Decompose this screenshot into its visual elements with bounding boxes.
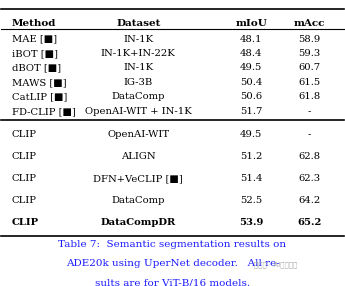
Text: 48.1: 48.1	[240, 35, 263, 43]
Text: CLIP: CLIP	[12, 174, 37, 183]
Text: dBOT [■]: dBOT [■]	[12, 63, 61, 72]
Text: 53.9: 53.9	[239, 218, 263, 227]
Text: MAE [■]: MAE [■]	[12, 35, 57, 43]
Text: 51.7: 51.7	[240, 107, 263, 116]
Text: iBOT [■]: iBOT [■]	[12, 49, 58, 58]
Text: IN-1K+IN-22K: IN-1K+IN-22K	[101, 49, 176, 58]
Text: OpenAI-WIT + IN-1K: OpenAI-WIT + IN-1K	[85, 107, 192, 116]
Text: 59.3: 59.3	[298, 49, 321, 58]
Text: -: -	[308, 107, 311, 116]
Text: mAcc: mAcc	[294, 19, 325, 28]
Text: CLIP: CLIP	[12, 130, 37, 139]
Text: sults are for ViT-B/16 models.: sults are for ViT-B/16 models.	[95, 279, 250, 286]
Text: Table 7:  Semantic segmentation results on: Table 7: Semantic segmentation results o…	[58, 240, 287, 249]
Text: 52.5: 52.5	[240, 196, 262, 205]
Text: -: -	[308, 130, 311, 139]
Text: Method: Method	[12, 19, 56, 28]
Text: FD-CLIP [■]: FD-CLIP [■]	[12, 107, 76, 116]
Text: CLIP: CLIP	[12, 152, 37, 161]
Text: CLIP: CLIP	[12, 218, 39, 227]
Text: CatLIP [■]: CatLIP [■]	[12, 92, 67, 102]
Text: 51.4: 51.4	[240, 174, 263, 183]
Text: CLIP: CLIP	[12, 196, 37, 205]
Text: 60.7: 60.7	[298, 63, 321, 72]
Text: IN-1K: IN-1K	[123, 63, 153, 72]
Text: DataComp: DataComp	[111, 196, 165, 205]
Text: 62.8: 62.8	[298, 152, 321, 161]
Text: 公众号 · AI生成未来: 公众号 · AI生成未来	[254, 262, 297, 268]
Text: 49.5: 49.5	[240, 130, 263, 139]
Text: 65.2: 65.2	[297, 218, 322, 227]
Text: 62.3: 62.3	[298, 174, 321, 183]
Text: OpenAI-WIT: OpenAI-WIT	[107, 130, 169, 139]
Text: DataCompDR: DataCompDR	[101, 218, 176, 227]
Text: DFN+VeCLIP [■]: DFN+VeCLIP [■]	[93, 174, 183, 183]
Text: 49.5: 49.5	[240, 63, 263, 72]
Text: 48.4: 48.4	[240, 49, 263, 58]
Text: IN-1K: IN-1K	[123, 35, 153, 43]
Text: Dataset: Dataset	[116, 19, 160, 28]
Text: DataComp: DataComp	[111, 92, 165, 102]
Text: 51.2: 51.2	[240, 152, 263, 161]
Text: mIoU: mIoU	[235, 19, 267, 28]
Text: 50.6: 50.6	[240, 92, 262, 102]
Text: ALIGN: ALIGN	[121, 152, 156, 161]
Text: 61.5: 61.5	[298, 78, 321, 87]
Text: 58.9: 58.9	[298, 35, 321, 43]
Text: IG-3B: IG-3B	[124, 78, 153, 87]
Text: MAWS [■]: MAWS [■]	[12, 78, 66, 87]
Text: 50.4: 50.4	[240, 78, 263, 87]
Text: 61.8: 61.8	[298, 92, 321, 102]
Text: ADE20k using UperNet decoder.   All re-: ADE20k using UperNet decoder. All re-	[66, 259, 279, 268]
Text: 64.2: 64.2	[298, 196, 321, 205]
